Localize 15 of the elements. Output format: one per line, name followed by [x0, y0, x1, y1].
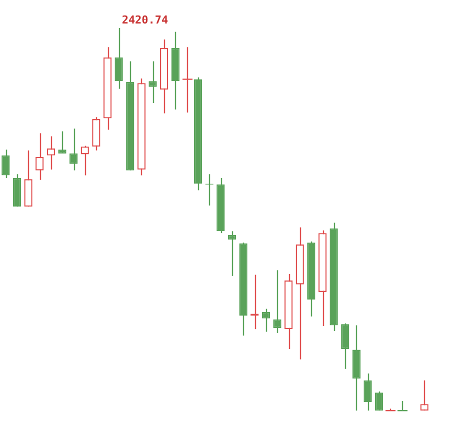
candlestick [262, 308, 270, 332]
candlestick [2, 149, 10, 179]
candlestick [228, 230, 236, 277]
candlestick [273, 270, 282, 334]
candlestick [80, 145, 89, 176]
text: 2420.74 [122, 13, 169, 26]
candlestick [420, 380, 428, 412]
candlestick [341, 322, 350, 370]
candlestick [114, 27, 123, 90]
candlestick [36, 132, 44, 180]
candlestick [58, 130, 66, 154]
candlestick [69, 128, 78, 171]
candlestick [375, 390, 384, 412]
candlestick [364, 372, 372, 412]
candlestick [46, 136, 55, 170]
